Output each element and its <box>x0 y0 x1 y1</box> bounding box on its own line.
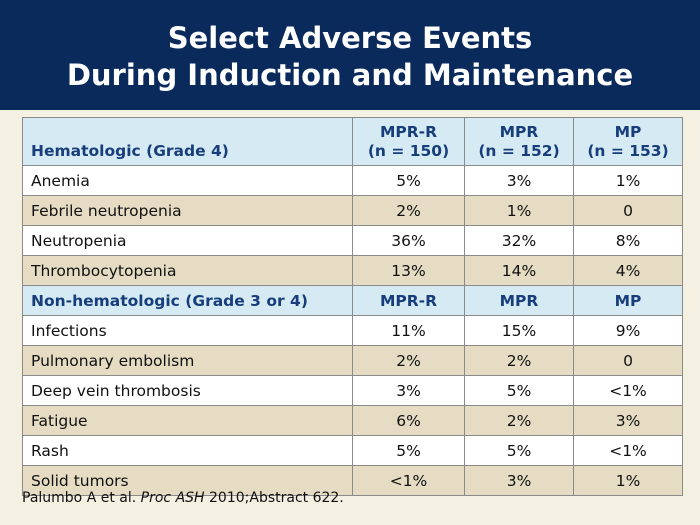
citation-rest: 2010;Abstract 622. <box>209 490 344 506</box>
value-mp: 1% <box>573 165 683 196</box>
col-header-mpr-r: MPR-R <box>352 285 465 316</box>
event-name: Deep vein thrombosis <box>22 375 353 406</box>
value-mpr-r: 13% <box>352 255 465 286</box>
value-mpr-r: 6% <box>352 405 465 436</box>
hematologic-section-label: Hematologic (Grade 4) <box>22 117 353 166</box>
hematologic-header-row: Hematologic (Grade 4) MPR-R (n = 150) MPR… <box>22 117 683 166</box>
citation-authors: Palumbo A et al. <box>22 490 137 506</box>
value-mp: <1% <box>573 375 683 406</box>
value-mpr-r: 3% <box>352 375 465 406</box>
value-mpr: 3% <box>464 465 574 496</box>
event-name: Infections <box>22 315 353 346</box>
value-mpr-r: 36% <box>352 225 465 256</box>
value-mpr: 15% <box>464 315 574 346</box>
slide-title: Select Adverse Events During Induction a… <box>0 0 700 110</box>
event-name: Pulmonary embolism <box>22 345 353 376</box>
adverse-events-table: Hematologic (Grade 4) MPR-R (n = 150) MPR… <box>22 117 683 496</box>
table-row: Anemia 5% 3% 1% <box>22 165 683 196</box>
value-mpr-r: 2% <box>352 345 465 376</box>
value-mpr: 5% <box>464 435 574 466</box>
table-row: Neutropenia 36% 32% 8% <box>22 225 683 256</box>
value-mpr: 32% <box>464 225 574 256</box>
col-header-mpr-r: MPR-R (n = 150) <box>352 117 465 166</box>
col-header-mp: MP (n = 153) <box>573 117 683 166</box>
value-mp: 0 <box>573 345 683 376</box>
value-mp: 9% <box>573 315 683 346</box>
table-row: Fatigue 6% 2% 3% <box>22 405 683 436</box>
value-mp: 3% <box>573 405 683 436</box>
table-row: Thrombocytopenia 13% 14% 4% <box>22 255 683 286</box>
value-mpr: 5% <box>464 375 574 406</box>
value-mpr-r: 2% <box>352 195 465 226</box>
value-mpr-r: <1% <box>352 465 465 496</box>
value-mp: 1% <box>573 465 683 496</box>
value-mpr: 1% <box>464 195 574 226</box>
title-line-1: Select Adverse Events <box>167 21 533 55</box>
value-mpr-r: 11% <box>352 315 465 346</box>
value-mp: 8% <box>573 225 683 256</box>
event-name: Solid tumors <box>22 465 353 496</box>
non-hematologic-header-row: Non-hematologic (Grade 3 or 4) MPR-R MPR… <box>22 285 683 316</box>
value-mp: 4% <box>573 255 683 286</box>
event-name: Anemia <box>22 165 353 196</box>
value-mpr: 3% <box>464 165 574 196</box>
table-row: Rash 5% 5% <1% <box>22 435 683 466</box>
table-row: Febrile neutropenia 2% 1% 0 <box>22 195 683 226</box>
value-mpr-r: 5% <box>352 435 465 466</box>
table-row: Pulmonary embolism 2% 2% 0 <box>22 345 683 376</box>
col-header-mpr: MPR <box>464 285 574 316</box>
value-mpr: 2% <box>464 345 574 376</box>
event-name: Rash <box>22 435 353 466</box>
table-row: Infections 11% 15% 9% <box>22 315 683 346</box>
value-mpr: 14% <box>464 255 574 286</box>
non-hematologic-section-label: Non-hematologic (Grade 3 or 4) <box>22 285 353 316</box>
table-row: Deep vein thrombosis 3% 5% <1% <box>22 375 683 406</box>
event-name: Fatigue <box>22 405 353 436</box>
event-name: Neutropenia <box>22 225 353 256</box>
col-header-mp: MP <box>573 285 683 316</box>
value-mpr-r: 5% <box>352 165 465 196</box>
citation-journal: Proc ASH <box>140 490 205 506</box>
citation: Palumbo A et al. Proc ASH 2010;Abstract … <box>22 490 344 506</box>
event-name: Febrile neutropenia <box>22 195 353 226</box>
col-header-mpr: MPR (n = 152) <box>464 117 574 166</box>
value-mp: 0 <box>573 195 683 226</box>
title-line-2: During Induction and Maintenance <box>66 58 634 92</box>
value-mpr: 2% <box>464 405 574 436</box>
value-mp: <1% <box>573 435 683 466</box>
table-row: Solid tumors <1% 3% 1% <box>22 465 683 496</box>
event-name: Thrombocytopenia <box>22 255 353 286</box>
